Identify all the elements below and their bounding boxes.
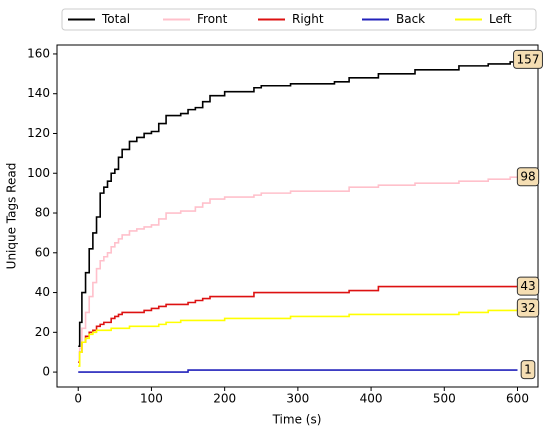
legend-frame bbox=[61, 8, 537, 31]
end-label-box bbox=[513, 49, 543, 69]
y-tick-label: 160 bbox=[27, 46, 50, 60]
series-line bbox=[78, 59, 519, 348]
series-line bbox=[78, 176, 518, 363]
x-tick-label: 600 bbox=[506, 392, 529, 406]
y-axis-label: Unique Tags Read bbox=[5, 163, 19, 270]
legend-label: Back bbox=[396, 12, 425, 26]
x-tick-label: 500 bbox=[433, 392, 456, 406]
end-label: 43 bbox=[520, 279, 535, 293]
y-tick-label: 100 bbox=[27, 166, 50, 180]
x-tick-label: 100 bbox=[140, 392, 163, 406]
x-tick-label: 300 bbox=[286, 392, 309, 406]
x-axis-label: Time (s) bbox=[272, 413, 322, 427]
legend-label: Left bbox=[489, 12, 512, 26]
end-label-box bbox=[520, 360, 536, 380]
end-label-box bbox=[516, 276, 540, 296]
y-tick-label: 0 bbox=[42, 365, 50, 379]
end-label: 98 bbox=[520, 170, 535, 184]
x-tick-label: 0 bbox=[74, 392, 82, 406]
y-tick-label: 20 bbox=[35, 325, 50, 339]
series-line bbox=[78, 369, 518, 373]
series-line bbox=[78, 285, 518, 363]
legend-label: Right bbox=[292, 12, 324, 26]
end-label: 32 bbox=[520, 301, 535, 315]
legend-label: Total bbox=[101, 12, 130, 26]
legend-label: Front bbox=[197, 12, 228, 26]
y-tick-label: 80 bbox=[35, 206, 50, 220]
end-label: 157 bbox=[517, 52, 540, 66]
x-tick-label: 200 bbox=[213, 392, 236, 406]
series-line bbox=[78, 308, 519, 367]
end-label-box bbox=[516, 298, 540, 318]
y-tick-label: 140 bbox=[27, 86, 50, 100]
plot-frame bbox=[56, 44, 539, 388]
y-tick-label: 40 bbox=[35, 285, 50, 299]
end-label: 1 bbox=[524, 363, 532, 377]
y-tick-label: 60 bbox=[35, 245, 50, 259]
x-tick-label: 400 bbox=[360, 392, 383, 406]
y-tick-label: 120 bbox=[27, 126, 50, 140]
end-label-box bbox=[516, 167, 540, 187]
